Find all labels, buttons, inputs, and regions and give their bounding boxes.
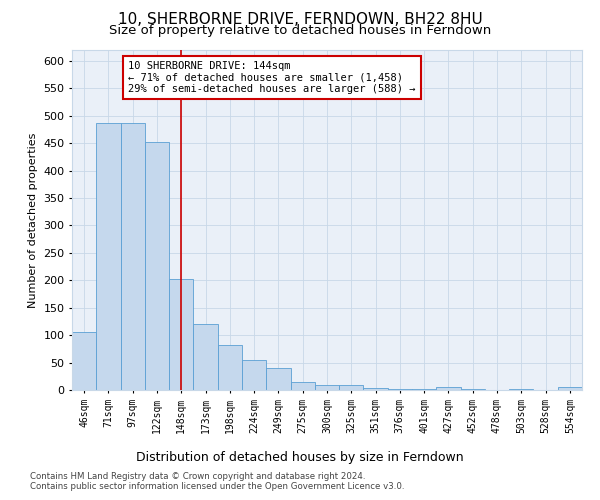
Text: Size of property relative to detached houses in Ferndown: Size of property relative to detached ho… — [109, 24, 491, 37]
Text: 10 SHERBORNE DRIVE: 144sqm
← 71% of detached houses are smaller (1,458)
29% of s: 10 SHERBORNE DRIVE: 144sqm ← 71% of deta… — [128, 61, 415, 94]
Text: Contains public sector information licensed under the Open Government Licence v3: Contains public sector information licen… — [30, 482, 404, 491]
Bar — [266, 368, 290, 390]
Bar — [315, 385, 339, 390]
Bar — [364, 388, 388, 390]
Bar — [218, 345, 242, 390]
Text: Distribution of detached houses by size in Ferndown: Distribution of detached houses by size … — [136, 451, 464, 464]
Bar — [436, 388, 461, 390]
Bar — [72, 332, 96, 390]
Text: Contains HM Land Registry data © Crown copyright and database right 2024.: Contains HM Land Registry data © Crown c… — [30, 472, 365, 481]
Text: 10, SHERBORNE DRIVE, FERNDOWN, BH22 8HU: 10, SHERBORNE DRIVE, FERNDOWN, BH22 8HU — [118, 12, 482, 28]
Bar — [290, 382, 315, 390]
Bar — [121, 123, 145, 390]
Bar — [242, 360, 266, 390]
Bar — [193, 324, 218, 390]
Y-axis label: Number of detached properties: Number of detached properties — [28, 132, 38, 308]
Bar — [339, 384, 364, 390]
Bar — [169, 279, 193, 390]
Bar — [145, 142, 169, 390]
Bar — [558, 386, 582, 390]
Bar — [96, 123, 121, 390]
